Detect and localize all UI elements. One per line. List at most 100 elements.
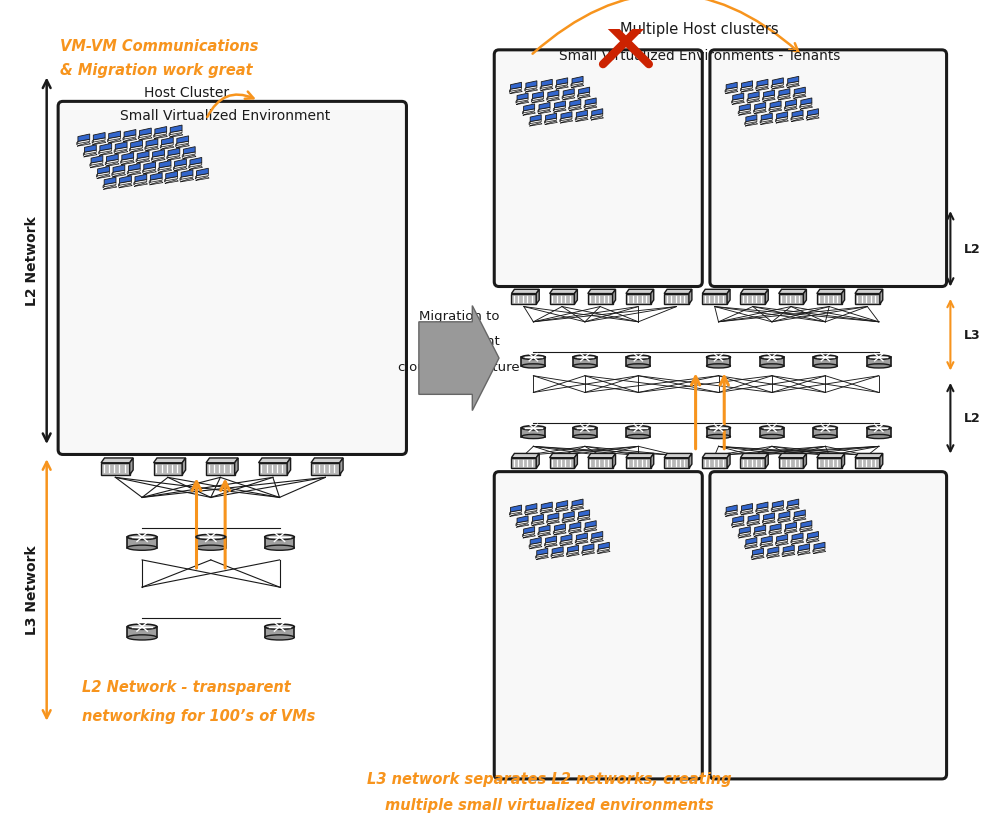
- Polygon shape: [651, 289, 654, 304]
- Polygon shape: [536, 289, 539, 304]
- Polygon shape: [794, 518, 806, 521]
- Polygon shape: [165, 179, 166, 182]
- Ellipse shape: [813, 426, 837, 430]
- Ellipse shape: [626, 363, 650, 368]
- Ellipse shape: [521, 426, 545, 430]
- Polygon shape: [772, 506, 783, 510]
- Polygon shape: [96, 174, 98, 177]
- Polygon shape: [779, 293, 803, 304]
- Polygon shape: [762, 520, 763, 523]
- Polygon shape: [138, 136, 139, 139]
- Polygon shape: [235, 458, 238, 475]
- Polygon shape: [562, 97, 575, 100]
- Polygon shape: [752, 556, 764, 559]
- Polygon shape: [583, 549, 594, 553]
- Polygon shape: [180, 177, 181, 180]
- Polygon shape: [745, 546, 758, 549]
- Polygon shape: [752, 553, 763, 557]
- Polygon shape: [591, 538, 592, 541]
- Text: Small Virtualized Environments - Tenants: Small Virtualized Environments - Tenants: [559, 50, 840, 63]
- Polygon shape: [807, 114, 818, 118]
- Polygon shape: [761, 536, 772, 543]
- Polygon shape: [751, 555, 752, 559]
- Polygon shape: [93, 133, 105, 140]
- Polygon shape: [763, 521, 775, 524]
- Polygon shape: [524, 532, 535, 536]
- Polygon shape: [779, 289, 806, 293]
- Polygon shape: [733, 521, 744, 525]
- Polygon shape: [537, 548, 548, 555]
- Polygon shape: [591, 539, 604, 543]
- Polygon shape: [788, 76, 799, 83]
- Polygon shape: [585, 98, 596, 105]
- Polygon shape: [573, 428, 597, 437]
- Polygon shape: [742, 80, 753, 88]
- Polygon shape: [180, 178, 194, 182]
- Polygon shape: [801, 98, 812, 105]
- Polygon shape: [121, 161, 134, 165]
- Polygon shape: [760, 428, 784, 437]
- Polygon shape: [154, 135, 167, 139]
- Polygon shape: [760, 543, 761, 546]
- Polygon shape: [510, 87, 522, 91]
- Polygon shape: [689, 289, 692, 304]
- Polygon shape: [779, 511, 790, 518]
- Polygon shape: [155, 127, 167, 134]
- Polygon shape: [579, 510, 590, 517]
- Polygon shape: [550, 458, 574, 468]
- Polygon shape: [761, 541, 772, 545]
- Polygon shape: [598, 550, 610, 554]
- Polygon shape: [727, 454, 730, 468]
- Polygon shape: [128, 163, 140, 171]
- Polygon shape: [554, 109, 566, 112]
- Polygon shape: [755, 525, 766, 532]
- Polygon shape: [757, 502, 768, 509]
- Polygon shape: [770, 524, 781, 531]
- Polygon shape: [134, 183, 148, 186]
- Polygon shape: [741, 89, 753, 92]
- Polygon shape: [779, 454, 806, 458]
- Polygon shape: [791, 118, 804, 122]
- Polygon shape: [524, 527, 535, 533]
- Polygon shape: [510, 510, 522, 514]
- Text: Migration to: Migration to: [419, 310, 499, 323]
- Polygon shape: [134, 181, 135, 185]
- Polygon shape: [158, 167, 159, 172]
- Polygon shape: [584, 528, 597, 533]
- Polygon shape: [732, 523, 733, 526]
- Polygon shape: [168, 148, 180, 155]
- Polygon shape: [524, 104, 535, 111]
- Polygon shape: [626, 458, 651, 468]
- Polygon shape: [524, 109, 535, 113]
- Polygon shape: [814, 542, 825, 549]
- Polygon shape: [526, 503, 537, 511]
- Polygon shape: [557, 78, 568, 85]
- Polygon shape: [702, 458, 727, 468]
- Text: L2: L2: [964, 411, 981, 424]
- Polygon shape: [579, 515, 590, 519]
- Polygon shape: [139, 137, 152, 141]
- Polygon shape: [769, 109, 782, 112]
- Polygon shape: [532, 99, 544, 103]
- Polygon shape: [745, 122, 746, 125]
- Polygon shape: [664, 293, 689, 304]
- Polygon shape: [747, 521, 748, 524]
- Polygon shape: [577, 517, 579, 520]
- Polygon shape: [588, 454, 616, 458]
- Polygon shape: [530, 537, 541, 544]
- Ellipse shape: [760, 363, 784, 368]
- Polygon shape: [577, 94, 579, 98]
- Polygon shape: [90, 163, 91, 167]
- Ellipse shape: [265, 534, 294, 540]
- Polygon shape: [90, 164, 104, 167]
- Polygon shape: [756, 87, 769, 91]
- Polygon shape: [521, 428, 545, 437]
- Polygon shape: [556, 508, 568, 512]
- Polygon shape: [574, 454, 577, 468]
- Polygon shape: [127, 171, 128, 174]
- Polygon shape: [757, 85, 768, 89]
- Polygon shape: [779, 458, 803, 468]
- Polygon shape: [526, 85, 537, 89]
- Polygon shape: [563, 511, 574, 518]
- Polygon shape: [509, 89, 510, 93]
